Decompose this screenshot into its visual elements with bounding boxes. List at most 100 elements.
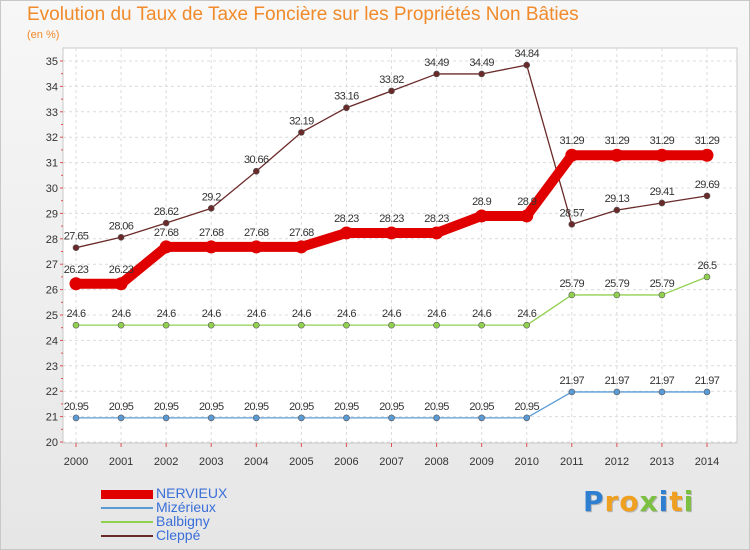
data-point (478, 414, 485, 422)
data-point (72, 321, 80, 329)
data-point (385, 226, 398, 240)
data-point (433, 414, 440, 422)
data-label: 24.6 (427, 308, 446, 320)
chart-unit-label: (en %) (27, 29, 60, 41)
data-point (388, 321, 395, 329)
data-label: 33.16 (334, 91, 359, 103)
data-label: 28.23 (379, 213, 404, 225)
data-label: 26.23 (64, 264, 89, 276)
x-tick-label: 2006 (334, 456, 358, 468)
data-label: 20.95 (244, 401, 269, 413)
data-point (72, 244, 80, 251)
data-label: 31.29 (560, 135, 585, 147)
data-point (565, 148, 579, 162)
data-label: 20.95 (334, 401, 359, 413)
data-point (703, 192, 711, 200)
data-label: 20.95 (289, 401, 314, 413)
data-label: 31.29 (605, 135, 630, 147)
data-label: 21.97 (695, 375, 720, 387)
data-point (523, 414, 531, 422)
data-label: 29.69 (695, 179, 720, 191)
logo-letter: t (669, 485, 684, 518)
legend-label: Cleppé (156, 527, 201, 543)
data-point (159, 240, 173, 254)
data-label: 20.95 (379, 401, 404, 413)
data-label: 25.79 (650, 278, 675, 290)
data-label: 29.2 (202, 191, 221, 203)
data-point (703, 388, 711, 396)
logo-letter: P (583, 485, 605, 518)
y-tick-label: 23 (46, 361, 58, 373)
data-point (523, 321, 531, 329)
data-point (162, 414, 170, 422)
data-point (343, 104, 350, 112)
y-tick-label: 21 (46, 412, 58, 424)
data-point (117, 233, 125, 241)
data-label: 20.95 (424, 401, 449, 413)
data-label: 20.95 (514, 401, 539, 413)
data-label: 24.6 (112, 308, 131, 320)
x-tick-label: 2010 (514, 456, 538, 468)
data-point (343, 414, 350, 422)
data-label: 28.9 (472, 196, 491, 208)
logo-letter: i (658, 485, 670, 518)
data-point (162, 219, 170, 227)
data-label: 32.19 (289, 115, 314, 127)
data-point (478, 70, 485, 78)
data-point (430, 226, 444, 240)
data-point (568, 388, 576, 396)
data-label: 27.68 (244, 227, 269, 239)
y-tick-label: 30 (46, 183, 58, 195)
legend-item: Cleppé (101, 527, 301, 543)
y-tick-label: 22 (46, 386, 58, 398)
data-label: 34.49 (469, 57, 494, 69)
data-point (298, 414, 305, 422)
data-point (658, 199, 666, 207)
legend-swatch (101, 535, 153, 537)
data-label: 26.23 (109, 264, 134, 276)
data-point (207, 414, 215, 422)
x-tick-label: 2013 (650, 456, 674, 468)
data-label: 20.95 (469, 401, 494, 413)
y-tick-label: 32 (46, 132, 58, 144)
data-label: 27.68 (289, 227, 314, 239)
data-label: 24.6 (66, 308, 85, 320)
x-tick-label: 2002 (154, 456, 178, 468)
data-label: 29.41 (650, 186, 675, 198)
data-label: 24.6 (517, 308, 536, 320)
data-label: 31.29 (695, 135, 720, 147)
y-tick-label: 34 (46, 81, 58, 93)
data-point (610, 148, 624, 162)
data-point (433, 70, 440, 78)
legend-label: NERVIEUX (156, 485, 228, 501)
data-label: 20.95 (199, 401, 224, 413)
data-label: 24.6 (337, 308, 356, 320)
data-point (655, 148, 669, 162)
y-tick-label: 20 (46, 437, 58, 449)
legend-label: Mizérieux (156, 499, 216, 515)
data-label: 33.82 (379, 74, 404, 86)
x-tick-label: 2008 (424, 456, 448, 468)
data-label: 24.6 (292, 308, 311, 320)
data-point (207, 321, 215, 329)
x-tick-label: 2001 (109, 456, 133, 468)
data-point (204, 240, 218, 254)
data-label: 24.6 (472, 308, 491, 320)
x-tick-label: 2009 (469, 456, 493, 468)
data-label: 34.84 (514, 48, 539, 60)
data-point (568, 221, 576, 228)
data-label: 25.79 (605, 278, 630, 290)
x-tick-label: 2000 (64, 456, 88, 468)
x-tick-label: 2012 (605, 456, 629, 468)
data-point (433, 321, 440, 329)
legend-item: NERVIEUX (101, 485, 301, 501)
data-label: 24.6 (157, 308, 176, 320)
data-label: 28.06 (109, 220, 134, 232)
data-label: 21.97 (650, 375, 675, 387)
data-label: 20.95 (154, 401, 179, 413)
data-point (658, 291, 666, 299)
data-label: 28.57 (560, 207, 585, 219)
x-tick-label: 2014 (695, 456, 719, 468)
data-point (298, 129, 305, 136)
data-label: 27.68 (199, 227, 224, 239)
